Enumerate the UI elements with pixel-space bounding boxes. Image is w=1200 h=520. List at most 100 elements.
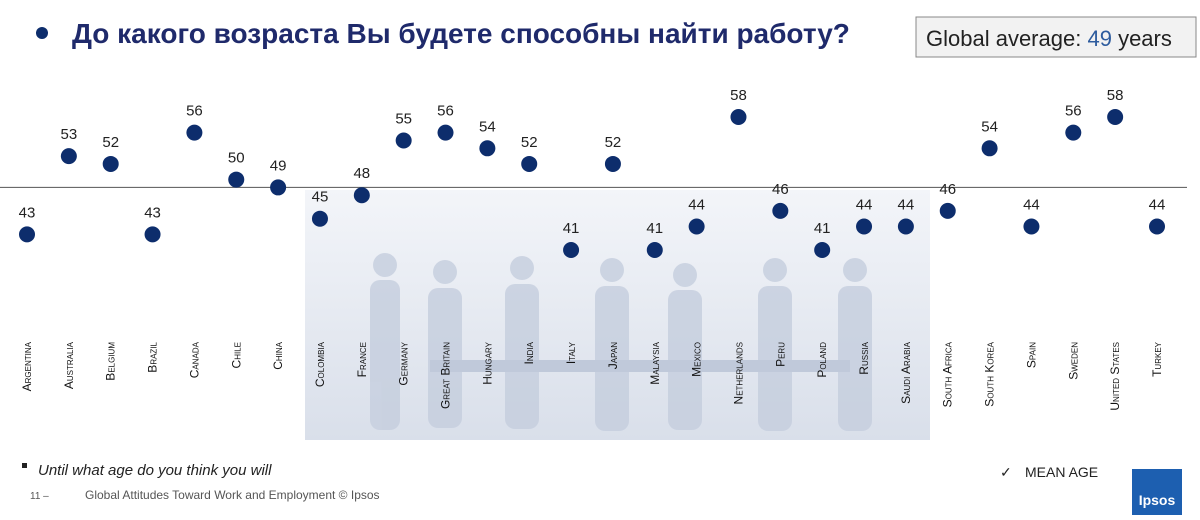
value-label: 48: [353, 165, 370, 182]
dot: [1065, 124, 1082, 141]
value-label: 58: [730, 87, 747, 104]
category-label: United States: [1108, 342, 1122, 411]
dot: [730, 109, 747, 125]
dot: [897, 218, 914, 235]
footnote-bullet: [22, 463, 27, 468]
category-label: Japan: [606, 342, 620, 369]
category-label: Italy: [564, 341, 578, 364]
chart-title: До какого возраста Вы будете способны на…: [72, 18, 850, 49]
footer: Global Attitudes Toward Work and Employm…: [85, 488, 380, 502]
average-unit: years: [1118, 26, 1172, 51]
dot: [228, 171, 245, 188]
legend-check: ✓: [1000, 464, 1012, 480]
dot: [521, 155, 538, 172]
category-label: Hungary: [480, 341, 494, 384]
value-label: 56: [437, 103, 454, 120]
category-label: India: [522, 341, 536, 364]
value-label: 58: [1107, 87, 1124, 104]
category-label: Canada: [187, 341, 201, 378]
category-label: Russia: [857, 341, 871, 374]
dot: [353, 187, 370, 204]
category-label: Peru: [773, 342, 787, 367]
dot: [270, 179, 287, 196]
category-label: Australia: [62, 341, 76, 389]
legend-label: MEAN AGE: [1025, 464, 1098, 480]
value-label: 44: [856, 197, 873, 214]
category-label: South Korea: [983, 341, 997, 406]
value-label: 44: [898, 197, 915, 214]
dot: [1107, 109, 1124, 125]
category-label: China: [271, 341, 285, 369]
dot: [856, 218, 873, 235]
average-label: Global average:: [926, 26, 1081, 51]
category-label: Saudi Arabia: [899, 341, 913, 403]
people-silhouettes: [370, 253, 872, 431]
category-label: Colombia: [313, 341, 327, 387]
category-label: Turkey: [1150, 341, 1164, 377]
average-box: [915, 16, 1197, 58]
dot: [772, 202, 789, 219]
category-label: Great Britain: [439, 342, 453, 409]
dot: [981, 140, 998, 157]
title-bullet: [36, 27, 48, 39]
average-text: Global average: 49 years: [926, 26, 1172, 51]
category-label: Netherlands: [731, 342, 745, 404]
value-label: 54: [479, 118, 496, 135]
average-value: 49: [1087, 26, 1111, 51]
value-label: 50: [228, 150, 245, 167]
value-label: 41: [814, 220, 831, 237]
logo: [1132, 469, 1182, 515]
category-label: Chile: [229, 342, 243, 368]
value-label: 46: [772, 181, 789, 198]
value-label: 45: [312, 189, 329, 206]
dot: [1023, 218, 1040, 235]
value-label: 55: [395, 110, 412, 127]
value-label: 54: [981, 118, 998, 135]
value-label: 52: [102, 134, 119, 151]
category-label: Mexico: [690, 342, 704, 377]
dot: [395, 132, 412, 149]
value-label: 44: [1149, 197, 1166, 214]
category-label: Brazil: [146, 341, 160, 372]
value-label: 41: [563, 220, 580, 237]
category-label: Argentina: [20, 341, 34, 391]
value-label: 52: [521, 134, 538, 151]
page-number: 11 –: [30, 491, 49, 502]
category-label: South Africa: [941, 341, 955, 407]
dot: [437, 124, 454, 141]
dot: [479, 140, 496, 157]
dot: [604, 155, 621, 172]
category-label: Spain: [1024, 342, 1038, 368]
dot: [144, 226, 161, 243]
value-label: 44: [688, 197, 705, 214]
dot: [688, 218, 705, 235]
value-label: 53: [61, 126, 78, 143]
value-label: 56: [1065, 103, 1082, 120]
dot: [646, 242, 663, 258]
value-label: 46: [939, 181, 956, 198]
dot: [19, 226, 35, 243]
dot: [311, 210, 328, 227]
dot: [102, 155, 119, 172]
category-label: Poland: [815, 342, 829, 378]
logo-text: Ipsos: [1139, 492, 1176, 508]
value-label: 43: [144, 204, 161, 221]
value-label: 52: [605, 134, 622, 151]
category-label: Malaysia: [648, 341, 662, 384]
dot: [939, 202, 956, 219]
dot: [563, 242, 580, 258]
footnote: Until what age do you think you will: [38, 462, 272, 479]
dot: [814, 242, 831, 258]
dot: [60, 148, 77, 165]
category-label: Sweden: [1066, 342, 1080, 380]
value-label: 56: [186, 103, 203, 120]
value-label: 49: [270, 157, 287, 174]
value-label: 43: [19, 204, 36, 221]
value-label: 41: [646, 220, 663, 237]
value-label: 44: [1023, 197, 1040, 214]
dot: [1149, 218, 1165, 235]
dot: [186, 124, 203, 141]
category-label: Belgium: [104, 342, 118, 381]
category-label: Germany: [397, 341, 411, 385]
